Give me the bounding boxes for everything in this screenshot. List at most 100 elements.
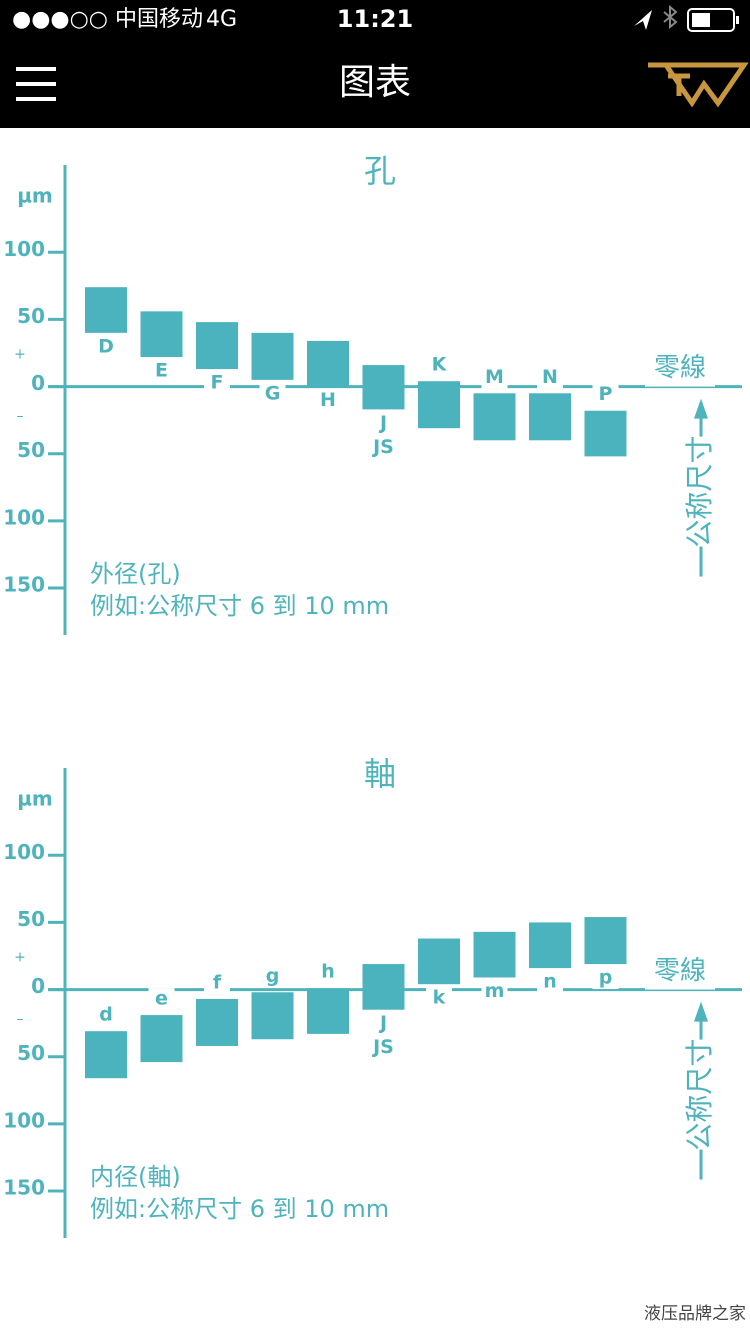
size-arrow-head bbox=[694, 1001, 708, 1022]
tolerance-zone bbox=[85, 287, 127, 333]
label-gap bbox=[315, 389, 341, 412]
zone-label: F bbox=[211, 372, 224, 394]
label-gap bbox=[93, 335, 119, 358]
zone-label: G bbox=[265, 382, 281, 404]
tolerance-zone bbox=[196, 322, 238, 370]
label-gap bbox=[592, 383, 619, 406]
label-gap bbox=[259, 965, 286, 988]
menu-button[interactable] bbox=[16, 67, 56, 101]
label-gap bbox=[592, 967, 619, 990]
bluetooth-icon bbox=[663, 4, 678, 30]
size-arrow-head bbox=[694, 398, 708, 419]
nav-title: 图表 bbox=[339, 62, 411, 103]
tolerance-zone bbox=[307, 340, 349, 387]
tolerance-chart: 軸 µm + – 100 50 0 50 100 150 d e f g h JJS k m n p 零線公称尺寸内径(… bbox=[3, 755, 742, 1238]
header-bg bbox=[0, 0, 750, 128]
zero-line-label: 零線 bbox=[654, 956, 706, 986]
minus-sign: – bbox=[17, 409, 24, 425]
tolerance-zone bbox=[251, 332, 294, 380]
zone-label: h bbox=[321, 961, 335, 983]
tolerance-zone bbox=[584, 410, 627, 457]
label-gap bbox=[148, 988, 175, 1011]
tolerance-zone bbox=[251, 992, 294, 1040]
carrier: ●●●○○ 中国移动 bbox=[12, 7, 203, 32]
y-tick-label: 50 bbox=[17, 1041, 45, 1065]
tolerance-zone bbox=[529, 393, 571, 441]
label-gap bbox=[481, 980, 508, 1003]
watermark: 液压品牌之家 bbox=[644, 1304, 746, 1324]
tolerance-zone bbox=[362, 365, 405, 410]
y-tick-label: 150 bbox=[3, 1176, 45, 1200]
plus-sign: + bbox=[14, 347, 26, 363]
zone-label: d bbox=[99, 1004, 113, 1026]
y-tick-label: 50 bbox=[17, 907, 45, 931]
zone-label: J bbox=[378, 1012, 387, 1034]
unit-label: µm bbox=[17, 787, 53, 811]
label-gap bbox=[645, 380, 715, 387]
y-tick-label: 100 bbox=[3, 237, 45, 261]
zone-label: m bbox=[485, 980, 505, 1002]
zone-label: P bbox=[599, 383, 613, 405]
label-gap bbox=[537, 366, 563, 389]
label-gap bbox=[426, 987, 452, 1010]
label-gap bbox=[93, 1004, 119, 1027]
y-tick-label: 100 bbox=[3, 840, 45, 864]
tolerance-zone bbox=[473, 393, 516, 441]
y-tick-label: 0 bbox=[31, 974, 45, 998]
zone-label: E bbox=[155, 360, 168, 382]
label-gap bbox=[645, 983, 715, 990]
size-label: 公称尺寸 bbox=[683, 436, 716, 548]
zone-label: k bbox=[433, 987, 446, 1009]
zone-label: J bbox=[378, 412, 387, 434]
label-gap bbox=[315, 961, 341, 984]
size-label: 公称尺寸 bbox=[683, 1039, 716, 1151]
y-tick-label: 100 bbox=[3, 1108, 45, 1132]
tolerance-zone bbox=[418, 381, 460, 429]
battery-level bbox=[692, 13, 710, 27]
label-gap bbox=[204, 971, 230, 994]
zone-label: n bbox=[543, 971, 557, 993]
y-tick-label: 50 bbox=[17, 304, 45, 328]
note: 例如:公称尺寸 6 到 10 mm bbox=[90, 592, 389, 620]
zone-label: f bbox=[213, 971, 222, 993]
menu-bar bbox=[16, 82, 56, 86]
tolerance-zone bbox=[529, 922, 571, 969]
label-gap bbox=[426, 354, 452, 377]
zone-label: JS bbox=[371, 1036, 394, 1058]
battery bbox=[687, 8, 735, 32]
battery-tip bbox=[736, 16, 739, 24]
logo-t bbox=[668, 73, 690, 96]
zone-label: D bbox=[98, 335, 114, 357]
tolerance-zone bbox=[85, 1031, 127, 1079]
y-tick-label: 100 bbox=[3, 505, 45, 529]
label-gap bbox=[370, 1012, 397, 1035]
note: 内径(軸) bbox=[90, 1163, 181, 1191]
label-gap bbox=[148, 360, 175, 383]
logo-shape bbox=[648, 62, 749, 108]
tolerance-zone bbox=[584, 917, 627, 965]
note: 外径(孔) bbox=[90, 560, 181, 588]
zone-label: M bbox=[485, 366, 504, 388]
zone-label: p bbox=[599, 967, 613, 989]
label-gap bbox=[370, 412, 397, 435]
tolerance-zone bbox=[473, 931, 516, 978]
minus-sign: – bbox=[17, 1012, 24, 1028]
y-tick-label: 50 bbox=[17, 438, 45, 462]
label-gap bbox=[204, 372, 230, 395]
note: 例如:公称尺寸 6 到 10 mm bbox=[90, 1195, 389, 1223]
zone-label: H bbox=[320, 389, 336, 411]
logo bbox=[648, 62, 749, 108]
tolerance-zone bbox=[307, 988, 349, 1034]
unit-label: µm bbox=[17, 184, 53, 208]
tolerance-zone bbox=[196, 998, 238, 1046]
zone-label: K bbox=[432, 354, 448, 376]
chart-title: 軸 bbox=[364, 755, 396, 793]
y-tick-label: 0 bbox=[31, 371, 45, 395]
tolerance-chart: 孔 µm + – 100 50 0 50 100 150 D E F G H JJS K M N P 零線公称尺寸外径(… bbox=[3, 152, 742, 635]
label-gap bbox=[370, 436, 397, 459]
label-gap bbox=[481, 366, 508, 389]
zone-label: N bbox=[542, 366, 558, 388]
menu-bar bbox=[16, 67, 56, 71]
clock: 11:21 bbox=[337, 5, 413, 33]
